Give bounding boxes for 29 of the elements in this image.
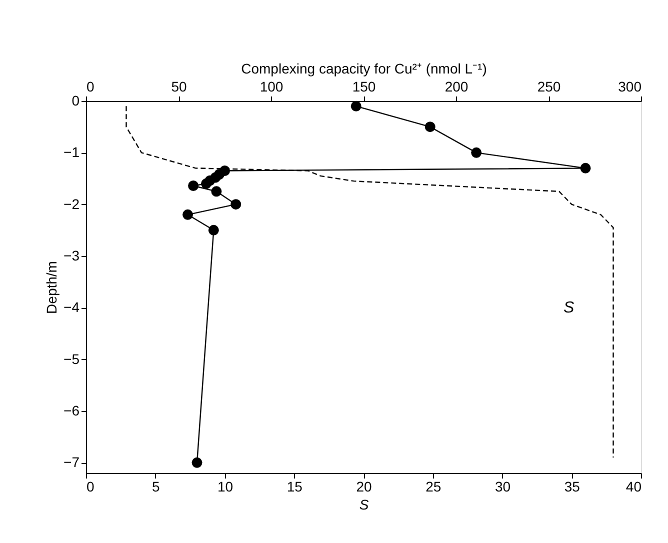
x-tick-label: 40 <box>626 478 642 494</box>
y-tick-label: 0 <box>72 92 80 108</box>
x-tick-label: 5 <box>152 478 160 494</box>
x2-tick-label: 50 <box>171 78 187 94</box>
x2-tick-label: 300 <box>618 78 642 94</box>
y-tick-label: −7 <box>64 454 80 470</box>
y-axis-title: Depth/m <box>44 261 60 314</box>
y-tick-label: −5 <box>64 350 80 367</box>
x2-tick-label: 200 <box>444 78 468 94</box>
y-tick-label: −3 <box>64 248 80 264</box>
x-tick-label: 10 <box>217 478 234 494</box>
x2-tick-label: 0 <box>86 78 94 94</box>
x2-tick-label: 250 <box>537 78 561 94</box>
annotation: S <box>564 299 575 316</box>
x-tick-label: 30 <box>494 478 511 494</box>
x-tick-label: 20 <box>356 478 372 494</box>
x2-axis-title: Complexing capacity for Cu²⁺ (nmol L⁻¹) <box>241 60 487 76</box>
y-tick-label: −1 <box>64 144 80 160</box>
x2-tick-label: 100 <box>260 78 284 94</box>
x-tick-label: 0 <box>86 478 94 494</box>
x-tick-label: 35 <box>564 478 580 494</box>
y-tick-label: −6 <box>64 402 80 418</box>
x-tick-label: 25 <box>426 478 442 494</box>
y-tick-label: −4 <box>64 299 80 316</box>
line-series <box>126 106 614 458</box>
x-tick-label: 15 <box>286 478 303 494</box>
x2-tick-label: 150 <box>352 78 376 94</box>
x-axis-title: S <box>359 496 370 512</box>
y-tick-label: −2 <box>64 196 80 212</box>
